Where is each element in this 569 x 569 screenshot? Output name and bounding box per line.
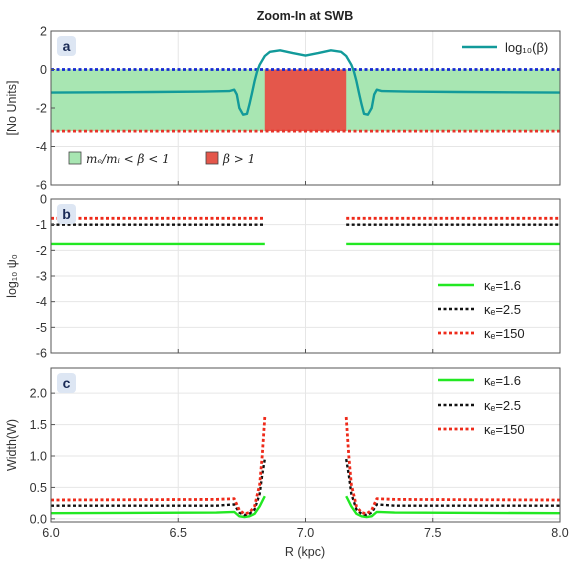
y-tick-label: 0	[40, 193, 47, 207]
legend-label-green: mₑ/mᵢ < β < 1	[86, 152, 170, 166]
panel-label: a	[63, 38, 71, 54]
legend-swatch-red	[205, 151, 219, 165]
legend-label-c-0: κₑ=1.6	[484, 373, 521, 388]
legend-label-c-1: κₑ=2.5	[484, 398, 521, 413]
x-tick-label: 6.5	[170, 526, 187, 540]
legend-label-b-0: κₑ=1.6	[484, 278, 521, 293]
y-tick-label: -6	[36, 179, 47, 193]
legend-label-red: β > 1	[222, 152, 255, 166]
y-tick-label: 0.5	[30, 481, 47, 495]
series-line-c-0-seg-0	[51, 495, 266, 519]
panel-label-bg	[57, 36, 76, 56]
series-line-c-2-seg-1	[344, 416, 560, 516]
plot-content	[51, 216, 560, 246]
y-axis-label: log₁₀ ψ₀	[5, 254, 19, 298]
legend-label-beta: log₁₀(β)	[505, 40, 548, 55]
series-line-beta	[51, 49, 560, 116]
y-tick-label: 1.5	[30, 418, 47, 432]
plot-content	[51, 49, 560, 133]
series-line-c-2-seg-0	[51, 416, 267, 516]
panel-c: 0.0 0.5 1.0 1.5 2.0 6.0 6.5 7.0 7.5 8.0 Width(W) c κ…	[5, 367, 569, 540]
series-line-c-0-seg-1	[345, 495, 560, 519]
y-tick-label: -3	[36, 270, 47, 284]
panel-label: b	[62, 206, 71, 222]
y-tick-label: 0	[40, 63, 47, 77]
y-axis-label: Width(W)	[5, 419, 19, 471]
y-axis-label: [No Units]	[5, 81, 19, 136]
x-tick-label: 7.5	[424, 526, 441, 540]
figure-title: Zoom-In at SWB	[257, 9, 354, 23]
plot-content	[51, 416, 560, 519]
panel-b: 0 -1 -2 -3 -4 -5 -6 log₁₀ ψ₀ b κₑ=1.6 κₑ=2.5 κₑ=150	[5, 193, 561, 361]
x-axis-label: R (kpc)	[285, 545, 325, 559]
y-tick-label: 1.0	[30, 450, 47, 464]
x-tick-label: 8.0	[551, 526, 568, 540]
shaded-region-red	[264, 69, 347, 132]
y-tick-label: 2	[40, 25, 47, 39]
panel-label-bg	[57, 204, 76, 224]
y-tick-label: -2	[36, 244, 47, 258]
legend-label-b-2: κₑ=150	[484, 326, 525, 341]
panel-a: 2 0 -2 -4 -6 [No Units] a log₁₀(β) mₑ/mᵢ < β < 1…	[5, 25, 561, 193]
panel-label-bg	[57, 373, 76, 393]
x-tick-label: 7.0	[297, 526, 314, 540]
y-tick-label: -6	[36, 347, 47, 361]
y-tick-label: -2	[36, 102, 47, 116]
x-tick-label: 6.0	[42, 526, 59, 540]
y-tick-label: 0.0	[30, 512, 47, 526]
y-tick-label: -4	[36, 140, 47, 154]
legend-label-b-1: κₑ=2.5	[484, 302, 521, 317]
y-tick-label: -1	[36, 218, 47, 232]
legend-swatch-green	[68, 151, 82, 165]
panel-label: c	[63, 375, 71, 391]
panels: 2 0 -2 -4 -6 [No Units] a log₁₀(β) mₑ/mᵢ < β < 1…	[5, 25, 569, 541]
y-tick-label: 2.0	[30, 387, 47, 401]
legend-label-c-2: κₑ=150	[484, 422, 525, 437]
y-tick-label: -5	[36, 321, 47, 335]
y-tick-label: -4	[36, 295, 47, 309]
